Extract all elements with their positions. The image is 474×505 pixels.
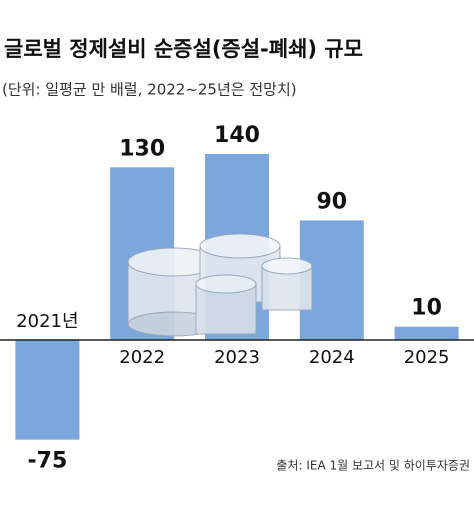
chart-subtitle: (단위: 일평균 만 배럴, 2022~25년은 전망치) <box>2 81 297 99</box>
chart-title: 글로벌 정제설비 순증설(증설-폐쇄) 규모 <box>4 37 363 61</box>
data-label: 90 <box>316 189 347 214</box>
data-label: 10 <box>411 296 442 321</box>
bar <box>394 326 459 340</box>
x-tick-label: 2021년 <box>16 311 78 332</box>
data-label: -75 <box>28 449 68 474</box>
x-tick-label: 2023 <box>214 347 260 368</box>
x-tick-label: 2024 <box>309 347 355 368</box>
illustration <box>127 233 313 337</box>
data-label: 130 <box>119 136 165 161</box>
source: 출처: IEA 1월 보고서 및 하이투자증권 <box>276 459 470 473</box>
data-label: 140 <box>214 123 260 148</box>
x-tick-label: 2025 <box>404 347 450 368</box>
bar <box>15 340 80 440</box>
x-tick-label: 2022 <box>119 347 165 368</box>
